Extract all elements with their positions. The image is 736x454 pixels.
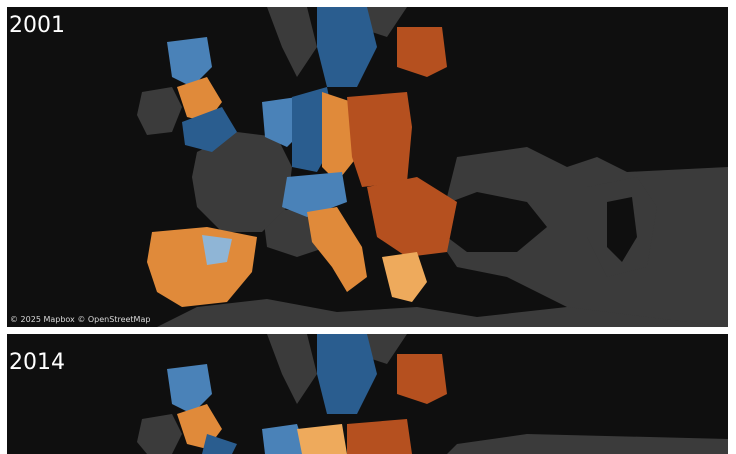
region-balkans [367,177,457,257]
region-uk-north [167,364,212,414]
land-france [192,132,292,232]
region-baltics [397,27,447,77]
black-sea [437,192,547,252]
region-italy [307,207,367,292]
year-label: 2001 [9,13,65,38]
region-germany [297,424,347,454]
land-north-africa [157,297,728,327]
region-poland [347,419,412,454]
land-ireland [137,414,182,454]
region-uk-south [202,434,237,454]
map-panel-2001[interactable]: 2001 © 2025 Mapbox © OpenStreetMap [7,7,728,327]
map-panel-2014[interactable]: 2014 [7,334,728,454]
caspian-sea [607,197,637,262]
region-benelux [262,424,307,454]
region-poland [347,92,412,187]
map-2014[interactable] [7,334,728,454]
land-ireland [137,87,182,135]
region-scandinavia [317,334,377,414]
region-iberia-light [202,235,232,265]
map-2001[interactable] [7,7,728,327]
region-baltics [397,354,447,404]
land-east [437,147,728,327]
region-greece [382,252,427,302]
map-attribution[interactable]: © 2025 Mapbox © OpenStreetMap [10,315,151,324]
region-germany-east [322,92,357,182]
region-uk-south [182,107,237,152]
region-alps [282,172,347,217]
land-scandinavia [267,7,317,77]
land-scandinavia [267,334,317,404]
land-east [447,434,728,454]
region-scandinavia [317,7,377,87]
region-uk-north [167,37,212,87]
year-label: 2014 [9,350,65,375]
region-uk-mid [177,77,222,122]
